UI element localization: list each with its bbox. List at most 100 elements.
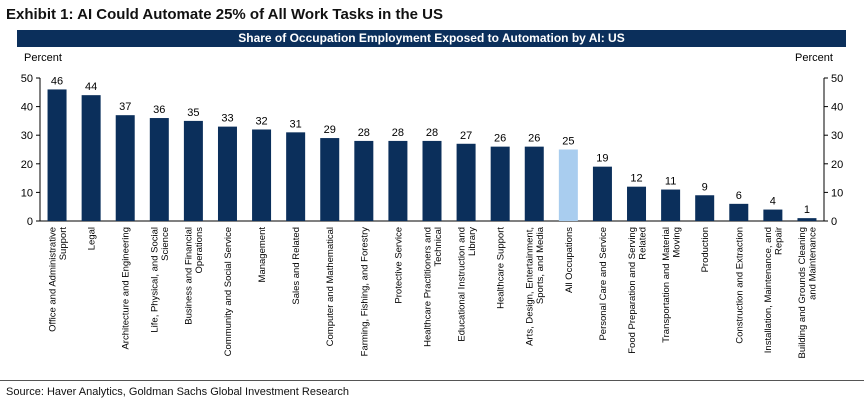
bar: [354, 140, 374, 221]
category-label: Business and Financial Operations: [184, 227, 206, 325]
data-label: 19: [596, 153, 608, 165]
category-label: Healthcare Practitioners and Technical: [422, 227, 444, 347]
category-label-line: Arts, Design, Entertainment,: [525, 227, 536, 346]
category-label-line: Healthcare Support: [496, 227, 507, 309]
category-label-line: Architecture and Engineering: [121, 227, 132, 350]
data-label: 25: [562, 136, 574, 148]
y-tick-label-right: 10: [831, 187, 843, 199]
category-label-line: Related: [637, 227, 648, 260]
category-label-line: Farming, Fishing, and Forestry: [359, 227, 370, 357]
data-label: 29: [324, 124, 336, 136]
category-label: All Occupations: [564, 227, 575, 293]
bar: [490, 146, 510, 221]
category-label: Life, Physical, and Social Science: [150, 227, 172, 333]
data-label: 44: [85, 81, 97, 93]
source-note: Source: Haver Analytics, Goldman Sachs G…: [6, 386, 349, 398]
y-tick-label-right: 50: [831, 73, 843, 85]
exhibit-title: Exhibit 1: AI Could Automate 25% of All …: [6, 6, 443, 23]
category-label-line: Technical: [433, 227, 444, 267]
bar: [183, 120, 203, 221]
bar: [524, 146, 544, 221]
y-axis-label-right: Percent: [795, 52, 833, 64]
bar: [81, 95, 101, 221]
category-label: Personal Care and Service: [598, 227, 609, 341]
category-label: Healthcare Support: [496, 227, 507, 309]
y-tick-label-left: 20: [21, 159, 33, 171]
category-label-line: Protective Service: [393, 227, 404, 304]
y-tick-label-left: 50: [21, 73, 33, 85]
category-label-line: Transportation and Material: [661, 227, 672, 343]
bar: [115, 115, 135, 221]
y-axis-label-left: Percent: [24, 52, 62, 64]
category-label-line: Legal: [87, 227, 98, 250]
chart-title: Share of Occupation Employment Exposed t…: [17, 30, 846, 47]
category-label: Educational Instruction and Library: [456, 227, 478, 342]
bar: [797, 218, 817, 221]
category-label: Food Preparation and Serving Related: [627, 227, 649, 354]
category-label-line: All Occupations: [564, 227, 575, 293]
category-label-line: Healthcare Practitioners and: [422, 227, 433, 347]
category-label: Farming, Fishing, and Forestry: [359, 227, 370, 357]
bar: [627, 186, 647, 221]
y-tick-label-left: 40: [21, 102, 33, 114]
data-label: 32: [255, 115, 267, 127]
data-label: 26: [494, 133, 506, 145]
bar: [149, 118, 169, 221]
bar: [47, 89, 67, 221]
data-label: 27: [460, 130, 472, 142]
category-label: Arts, Design, Entertainment, Sports, and …: [525, 226, 547, 346]
y-tick-label-right: 0: [831, 216, 837, 228]
category-label: Production: [700, 227, 711, 272]
data-label: 33: [221, 113, 233, 125]
category-label-line: Office and Administrative: [47, 227, 58, 332]
data-label: 31: [290, 118, 302, 130]
category-label-line: Life, Physical, and Social: [150, 227, 161, 333]
category-label-line: Sports, and Media: [535, 226, 546, 304]
bar: [592, 166, 612, 221]
category-label-line: and Maintenance: [808, 227, 819, 300]
data-label: 26: [528, 133, 540, 145]
category-label-line: Management: [257, 227, 268, 283]
category-label: Management: [257, 227, 268, 283]
category-label: Office and Administrative Support: [47, 227, 69, 332]
data-label: 9: [702, 181, 708, 193]
data-label: 28: [392, 127, 404, 139]
data-label: 28: [426, 127, 438, 139]
category-label: Sales and Related: [291, 227, 302, 305]
bar: [252, 129, 272, 221]
category-label: Transportation and Material Moving: [661, 227, 683, 343]
category-label: Community and Social Service: [223, 227, 234, 356]
category-label-line: Installation, Maintenance, and: [763, 227, 774, 353]
category-label-line: Personal Care and Service: [598, 227, 609, 341]
y-tick-label-right: 40: [831, 102, 843, 114]
category-label-line: Moving: [671, 227, 682, 258]
data-label: 12: [630, 173, 642, 185]
category-label: Building and Grounds Cleaning and Mainten…: [797, 227, 819, 359]
category-label-line: Support: [58, 227, 69, 261]
category-label-line: Repair: [774, 227, 785, 255]
data-label: 36: [153, 104, 165, 116]
category-label: Construction and Extraction: [734, 227, 745, 344]
data-label: 11: [665, 176, 676, 188]
category-label-line: Community and Social Service: [223, 227, 234, 356]
category-label: Protective Service: [393, 227, 404, 304]
category-label-line: Sales and Related: [291, 227, 302, 305]
category-label: Computer and Mathematical: [325, 227, 336, 346]
bar: [217, 126, 237, 221]
category-label-line: Business and Financial: [184, 227, 195, 325]
category-label-line: Computer and Mathematical: [325, 227, 336, 346]
data-label: 6: [736, 190, 742, 202]
category-label-line: Operations: [194, 227, 205, 274]
category-label: Architecture and Engineering: [121, 227, 132, 350]
category-label-line: Construction and Extraction: [734, 227, 745, 344]
bar: [320, 138, 340, 221]
category-label-line: Production: [700, 227, 711, 272]
category-label-line: Science: [160, 227, 171, 261]
y-tick-label-left: 0: [27, 216, 33, 228]
footer-divider: [0, 380, 864, 381]
data-label: 1: [804, 204, 810, 216]
category-label-line: Food Preparation and Serving: [627, 227, 638, 354]
y-tick-label-left: 10: [21, 187, 33, 199]
data-label: 28: [358, 127, 370, 139]
